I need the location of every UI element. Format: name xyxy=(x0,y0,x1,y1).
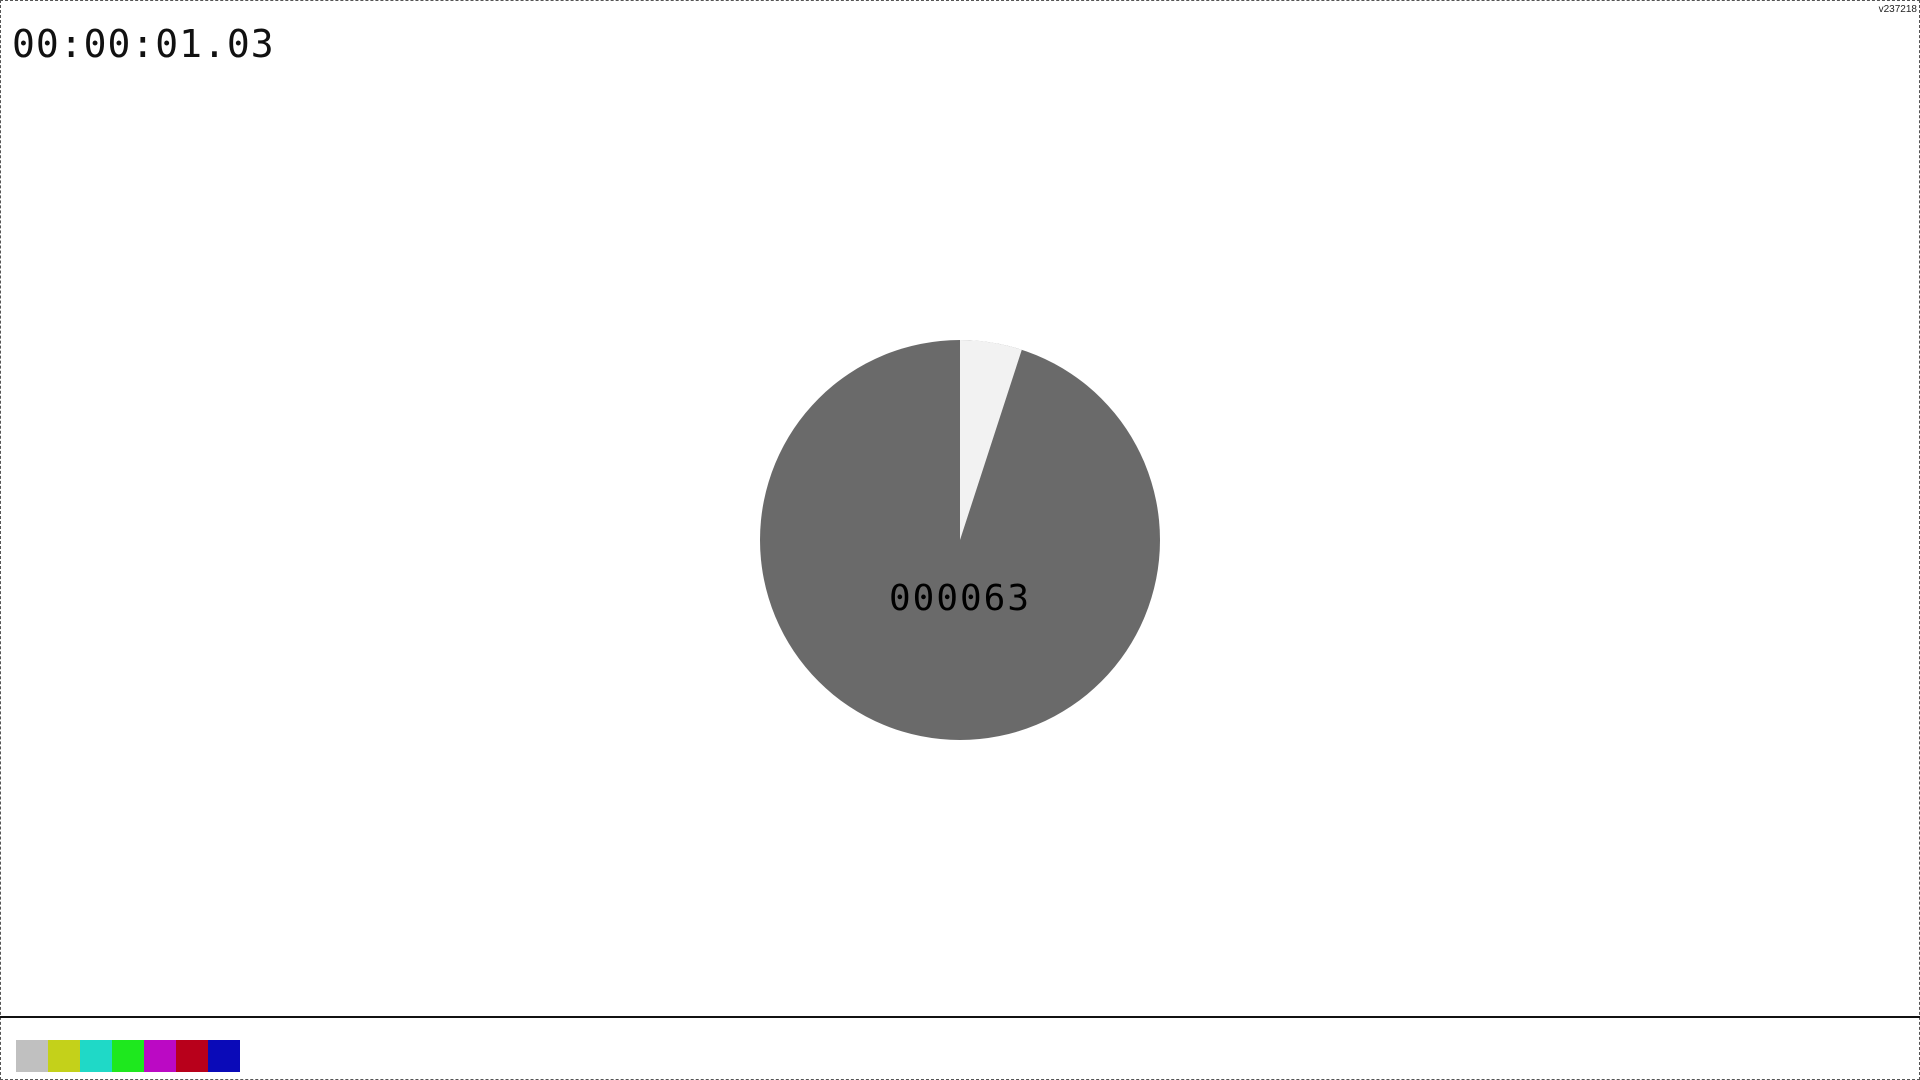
frame-counter: 000063 xyxy=(889,578,1031,619)
color-bar-red xyxy=(176,1040,208,1072)
color-bar-green xyxy=(112,1040,144,1072)
dial-elapsed-sector xyxy=(960,340,1022,540)
bottom-divider xyxy=(0,1016,1920,1018)
version-label: v237218 xyxy=(1878,4,1917,15)
color-bars xyxy=(16,1040,240,1072)
color-bar-magenta xyxy=(144,1040,176,1072)
color-bar-yellow xyxy=(48,1040,80,1072)
timecode-display: 00:00:01.03 xyxy=(12,22,275,66)
color-bar-blue xyxy=(208,1040,240,1072)
color-bar-cyan xyxy=(80,1040,112,1072)
color-bar-gray xyxy=(16,1040,48,1072)
